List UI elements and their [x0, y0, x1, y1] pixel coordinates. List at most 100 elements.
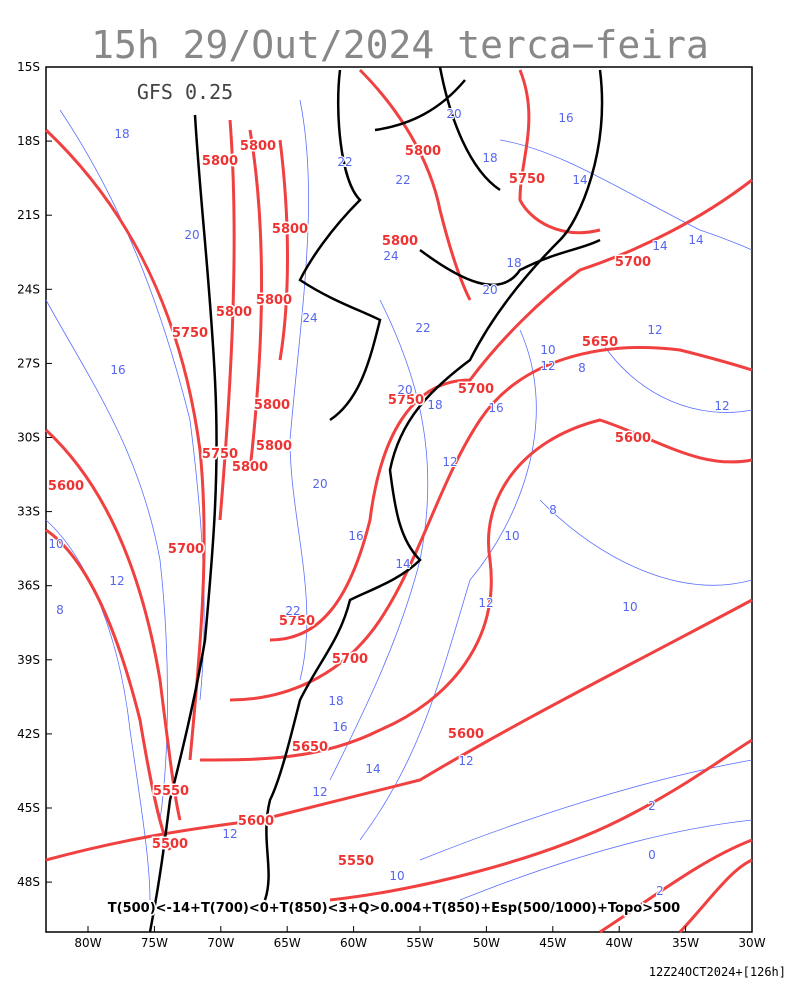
temperature-contour-label: 18 [328, 694, 343, 708]
coastlines [148, 66, 604, 933]
temperature-contour-label: 0 [648, 848, 656, 862]
temperature-contour-label: 16 [110, 363, 125, 377]
height-contour-label: 5800 [272, 222, 308, 237]
temperature-contour-label: 18 [482, 151, 497, 165]
red-contour [218, 119, 289, 521]
blue-contour [599, 339, 753, 413]
lat-label: 18S [17, 134, 40, 148]
height-contour-label: 5750 [279, 614, 315, 629]
height-contour-label: 5800 [256, 439, 292, 454]
map-frame [44, 66, 753, 934]
red-contour [269, 178, 753, 642]
lon-label: 65W [274, 936, 301, 950]
height-contour-label: 5800 [405, 144, 441, 159]
red-contour [229, 346, 753, 702]
temperature-contour-label: 12 [458, 754, 473, 768]
red-contour [599, 838, 753, 934]
lon-label: 55W [406, 936, 433, 950]
temperature-contour-label: 22 [337, 155, 352, 169]
lat-label: 24S [17, 282, 40, 296]
temperature-contour-label: 16 [348, 529, 363, 543]
map-border [45, 66, 753, 933]
height-contour-label: 5550 [153, 784, 189, 799]
temperature-contour-label: 12 [109, 574, 124, 588]
blue-contour [539, 499, 753, 586]
height-contour-label: 5750 [388, 393, 424, 408]
temperature-contour-label: 12 [540, 359, 555, 373]
lon-label: 75W [141, 936, 168, 950]
west-coast [148, 114, 218, 933]
temperature-contour-label: 14 [652, 239, 667, 253]
temperature-contour-label: 18 [506, 256, 521, 270]
red-contour [45, 528, 172, 851]
lat-label: 15S [17, 60, 40, 74]
temperature-contour-label: 20 [312, 477, 327, 491]
red-contour [45, 598, 753, 862]
temperature-contour-label: 8 [578, 361, 586, 375]
temperature-contour-label: 20 [397, 383, 412, 397]
temperature-contour-label: 2 [648, 799, 656, 813]
borders [298, 69, 601, 422]
temperature-contour-label: 12 [442, 455, 457, 469]
blue-contour [59, 109, 205, 701]
red-contour [329, 738, 753, 902]
run-stamp: 12Z24OCT2024+[126h] [649, 965, 786, 979]
labels: 15S 18S 21S 24S 27S 30S 33S 36S 39S 42S 45S 48S 80W 7… [17, 60, 766, 950]
height-contour-label: 5600 [448, 727, 484, 742]
height-contour-label: 5800 [382, 234, 418, 249]
lat-label: 27S [17, 356, 40, 370]
lon-label: 80W [74, 936, 101, 950]
lat-label: 21S [17, 208, 40, 222]
height-contour-label: 5800 [232, 460, 268, 475]
height-contour-label: 5800 [240, 139, 276, 154]
blue-contour [499, 139, 753, 251]
temperature-contour-label: 12 [222, 827, 237, 841]
temperature-contour-label: 18 [114, 127, 129, 141]
temperature-contour-label: 14 [395, 557, 410, 571]
lon-label: 30W [738, 936, 765, 950]
red-contour [44, 128, 206, 761]
height-contour-label: 5650 [292, 740, 328, 755]
lon-label: 60W [340, 936, 367, 950]
temperature-contour-label: 10 [540, 343, 555, 357]
lon-label: 35W [672, 936, 699, 950]
temperature-contour-label: 14 [365, 762, 380, 776]
red-contour [518, 69, 601, 235]
temperature-contour-label: 20 [446, 107, 461, 121]
temperature-contour-label: 10 [389, 869, 404, 883]
lat-label: 39S [17, 653, 40, 667]
lat-label: 30S [17, 431, 40, 445]
height-contour-label: 5800 [216, 305, 252, 320]
blue-contour [45, 299, 168, 821]
temperature-contour-label: 14 [572, 173, 587, 187]
height-contour-label: 5750 [172, 326, 208, 341]
temperature-contour-label: 24 [302, 311, 317, 325]
temperature-contour-label: 24 [383, 249, 398, 263]
red-contour [678, 858, 753, 934]
temperature-contour-label: 12 [312, 785, 327, 799]
height-contour-label: 5550 [338, 854, 374, 869]
height-contour-label: 5800 [256, 293, 292, 308]
east-coast [263, 66, 604, 901]
blue-contour [459, 819, 753, 901]
height-contour-label: 5600 [238, 814, 274, 829]
height-contour-label: 5800 [202, 154, 238, 169]
height-contour-label: 5600 [48, 479, 84, 494]
lon-label: 50W [473, 936, 500, 950]
map-title: 15h 29/Out/2024 terca−feira [91, 23, 709, 67]
red-contour [199, 418, 753, 762]
height-contour-label: 5800 [254, 398, 290, 413]
field-legend: T(500)<-14+T(700)<0+T(850)<3+Q>0.004+T(8… [108, 901, 680, 916]
temperature-contour-label: 8 [549, 503, 557, 517]
blue-contour [289, 99, 309, 681]
temperature-contour-label: 22 [395, 173, 410, 187]
temperature-contour-label: 8 [56, 603, 64, 617]
temperature-contour-label: 14 [688, 233, 703, 247]
temperature-contour-label: 16 [558, 111, 573, 125]
lat-label: 42S [17, 727, 40, 741]
temperature-contour-label: 22 [415, 321, 430, 335]
lon-label: 45W [539, 936, 566, 950]
temperature-contour-label: 12 [478, 596, 493, 610]
temperature-contour-label: 20 [482, 283, 497, 297]
